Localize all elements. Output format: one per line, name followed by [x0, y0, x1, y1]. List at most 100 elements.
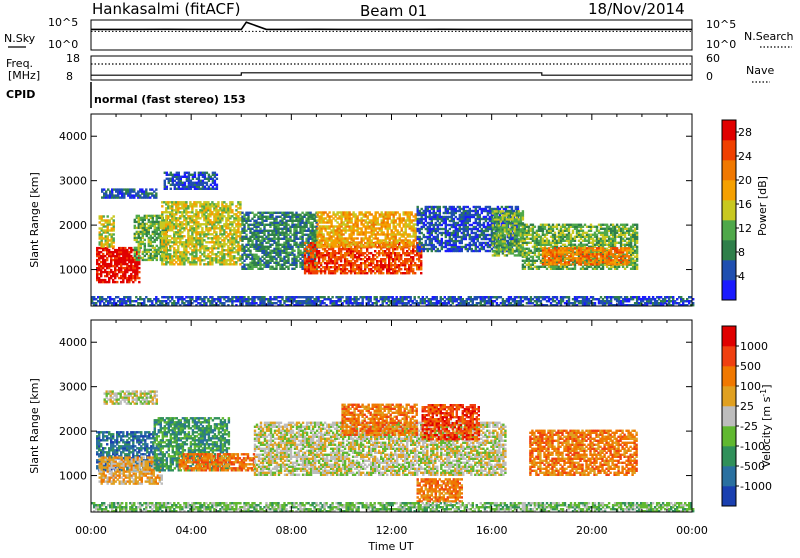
power-data-layer: [91, 172, 694, 307]
nave-label: Nave: [746, 64, 774, 77]
noise-left-tick-top: 10^5: [48, 16, 78, 29]
power-cell: [217, 201, 219, 203]
power-cell: [145, 188, 147, 190]
power-cell: [239, 255, 241, 257]
power-cell: [120, 281, 122, 283]
power-cell: [421, 226, 423, 228]
beam-label: Beam 01: [360, 2, 427, 20]
frequency-frame: [91, 56, 692, 80]
power-cell: [194, 172, 196, 174]
noise-search-label: N.Search: [744, 30, 794, 43]
power-echo-region: [161, 201, 241, 265]
power-cell: [304, 242, 306, 244]
power-cell: [421, 248, 423, 250]
power-cell: [138, 277, 140, 279]
power-cell: [113, 245, 115, 247]
power-cell: [360, 262, 362, 264]
power-cell: [138, 281, 140, 283]
power-cell: [239, 223, 241, 225]
frequency-left-tick-bottom: 8: [66, 70, 73, 83]
power-cell: [113, 237, 115, 239]
power-cell: [299, 214, 301, 216]
power-cell: [180, 176, 182, 178]
power-cell: [299, 250, 301, 252]
power-cell: [103, 215, 105, 217]
frequency-right-tick-top: 60: [706, 52, 720, 65]
power-cell: [239, 231, 241, 233]
power-cell: [138, 271, 140, 273]
power-cell: [239, 201, 241, 203]
power-cell: [421, 238, 423, 240]
power-cell: [239, 263, 241, 265]
station-title: Hankasalmi (fitACF): [92, 0, 240, 18]
power-cell: [421, 232, 423, 234]
power-cell: [231, 209, 233, 211]
power-cell: [144, 239, 146, 241]
power-cell: [299, 262, 301, 264]
power-cell: [170, 188, 172, 190]
power-cell: [166, 186, 168, 188]
frequency-panel: Freq.[MHz] 18 8 60 0 Nave: [6, 52, 774, 83]
power-cell: [299, 258, 301, 260]
power-cell: [299, 242, 301, 244]
power-cell: [412, 268, 414, 270]
power-cell: [116, 281, 118, 283]
cpid-panel: CPID normal (fast stereo) 153: [6, 82, 246, 108]
power-cell: [239, 211, 241, 213]
power-cell: [216, 178, 218, 180]
power-cell: [216, 184, 218, 186]
frequency-series: [91, 73, 692, 75]
noise-right-tick-top: 10^5: [706, 18, 736, 31]
noise-sky-series: [91, 22, 692, 29]
power-echo-region: [164, 172, 218, 190]
power-cell: [179, 211, 181, 213]
frequency-right-tick-bottom: 0: [706, 70, 713, 83]
power-cell: [121, 188, 123, 190]
power-cell: [187, 257, 189, 259]
power-cell: [421, 212, 423, 214]
power-cell: [178, 172, 180, 174]
power-cell: [215, 231, 217, 233]
power-echo-region: [99, 215, 115, 247]
power-cell: [144, 243, 146, 245]
power-echo-region: [101, 188, 158, 198]
power-cell: [107, 215, 109, 217]
power-cell: [155, 188, 157, 190]
power-cell: [399, 213, 401, 215]
power-cell: [249, 250, 251, 252]
power-cell: [161, 205, 163, 207]
power-cell: [517, 206, 519, 208]
power-cell: [113, 215, 115, 217]
power-cell: [201, 227, 203, 229]
power-cell: [375, 245, 377, 247]
power-cell: [183, 235, 185, 237]
power-cell: [360, 227, 362, 229]
power-cell: [411, 211, 413, 213]
power-cell: [481, 208, 483, 210]
power-cell: [179, 207, 181, 209]
power-cell: [481, 228, 483, 230]
frequency-label: Freq.[MHz]: [6, 57, 40, 82]
power-cell: [299, 236, 301, 238]
power-cell: [360, 211, 362, 213]
power-cell: [179, 251, 181, 253]
power-cell: [120, 257, 122, 259]
power-cell: [360, 237, 362, 239]
noise-panel: N.Sky 10^5 10^0 10^5 10^0 N.Search: [4, 16, 794, 51]
power-cell: [399, 245, 401, 247]
power-cell: [293, 250, 295, 252]
power-cell: [420, 272, 422, 274]
power-cell: [360, 217, 362, 219]
power-cell: [481, 224, 483, 226]
power-cell: [400, 268, 402, 270]
power-cell: [414, 272, 416, 274]
power-cell: [356, 237, 358, 239]
power-cell: [420, 260, 422, 262]
power-cell: [231, 201, 233, 203]
noise-sky-label: N.Sky: [4, 32, 36, 45]
power-echo-region: [492, 210, 524, 256]
power-cell: [216, 174, 218, 176]
power-cell: [185, 201, 187, 203]
